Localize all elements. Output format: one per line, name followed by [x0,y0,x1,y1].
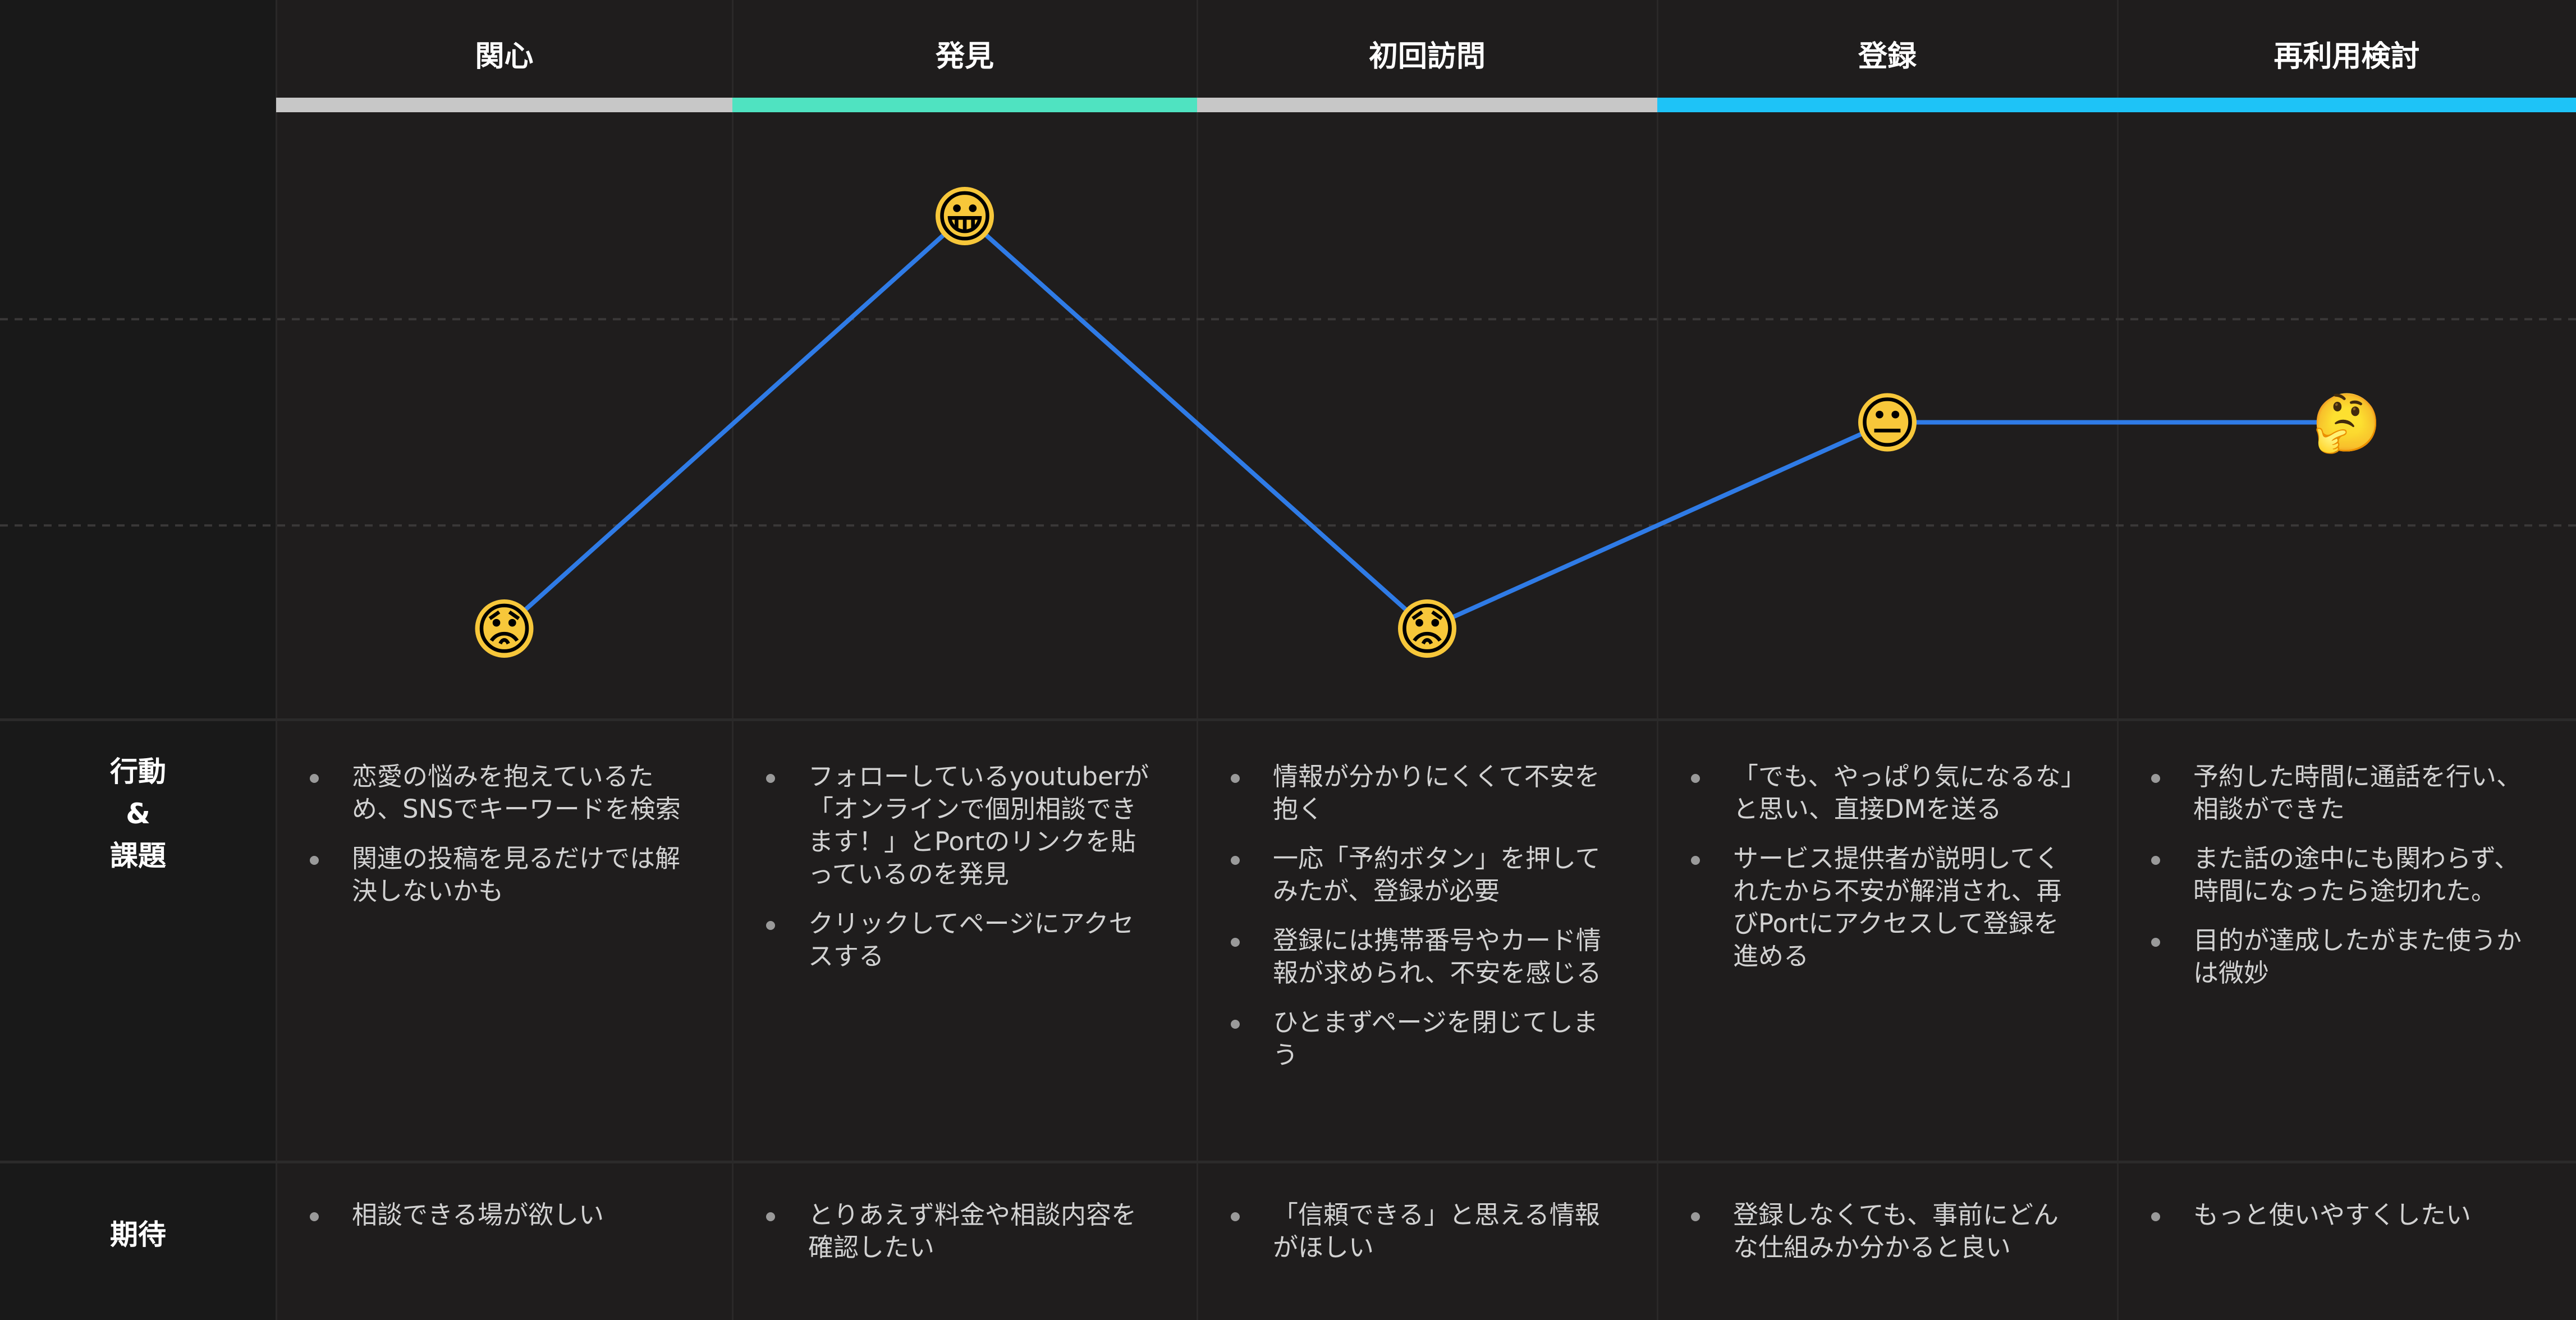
stage-title-4: 再利用検討 [2274,39,2420,74]
actions-cell-4: 予約した時間に通話を行い、相談ができた また話の途中にも関わらず、時間になったら途… [2151,760,2537,1006]
emotion-line-segment [1425,420,1890,631]
stage-bar-0 [276,98,732,112]
list-item: 目的が達成したがまた使うかは微妙 [2151,924,2537,989]
column-divider [276,0,277,1320]
thinking-face-icon-disc [2317,393,2376,452]
list-item: 情報が分かりにくくて不安を抱く [1231,760,1618,826]
column-divider [1657,0,1658,1320]
list-item: もっと使いやすくしたい [2151,1199,2537,1231]
expectations-list: 登録しなくても、事前にどんな仕組みか分かると良い [1691,1199,2078,1264]
row-label-column [0,0,276,1320]
actions-cell-1: フォローしているyoutuberが「オンラインで個別相談できます！」とPortの… [766,760,1158,989]
expectation-cell-2: 「信頼できる」と思える情報がほしい [1231,1199,1618,1281]
row-divider-expectations [0,1161,2576,1163]
worried-face-icon: 😟 [1398,597,1456,662]
actions-cell-2: 情報が分かりにくくて不安を抱く 一応「予約ボタン」を押してみたが、登録が必要 登録に… [1231,760,1618,1088]
stage-bar-4 [2117,98,2576,112]
list-item: 登録しなくても、事前にどんな仕組みか分かると良い [1691,1199,2078,1264]
emotion-line-segment [502,214,967,631]
actions-list: フォローしているyoutuberが「オンラインで個別相談できます！」とPortの… [766,760,1158,973]
actions-list: 情報が分かりにくくて不安を抱く 一応「予約ボタン」を押してみたが、登録が必要 登録に… [1231,760,1618,1071]
list-item: 相談できる場が欲しい [310,1199,693,1231]
stage-title-2: 初回訪問 [1368,39,1486,74]
list-item: 一応「予約ボタン」を押してみたが、登録が必要 [1231,842,1618,907]
stage-bar-2 [1197,98,1657,112]
emotion-curve-chart: 😟 😀 😟 😐 🤔 [0,184,2576,662]
expectations-list: 「信頼できる」と思える情報がほしい [1231,1199,1618,1264]
actions-list: 「でも、やっぱり気になるな」と思い、直接DMを送るサービス提供者が説明してくれた… [1691,760,2078,973]
grinning-face-icon-disc [936,187,994,245]
expectation-cell-0: 相談できる場が欲しい [310,1199,693,1248]
row-label-expectations: 期待 [110,1218,166,1251]
column-divider [2117,0,2119,1320]
list-item: 「信頼できる」と思える情報がほしい [1231,1199,1618,1264]
column-divider [1197,0,1198,1320]
list-item: 恋愛の悩みを抱えているため、SNSでキーワードを検索 [310,760,693,826]
expectation-cell-4: もっと使いやすくしたい [2151,1199,2537,1248]
neutral-face-icon: 😐 [1858,391,1917,456]
neutral-face-icon-disc [1858,393,1917,452]
list-item: クリックしてページにアクセスする [766,907,1158,973]
worried-face-icon-disc [475,599,534,658]
column-divider [732,0,734,1320]
list-item: また話の途中にも関わらず、時間になったら途切れた。 [2151,842,2537,907]
stage-title-0: 関心 [475,39,534,74]
expectations-list: 相談できる場が欲しい [310,1199,693,1231]
actions-cell-3: 「でも、やっぱり気になるな」と思い、直接DMを送るサービス提供者が説明してくれた… [1691,760,2078,989]
expectation-cell-1: とりあえず料金や相談内容を確認したい [766,1199,1158,1281]
list-item: 関連の投稿を見るだけでは解決しないかも [310,842,693,907]
stage-bar-3 [1657,98,2117,112]
list-item: サービス提供者が説明してくれたから不安が解消され、再びPortにアクセスして登録… [1691,842,2078,973]
list-item: フォローしているyoutuberが「オンラインで個別相談できます！」とPortの… [766,760,1158,891]
actions-list: 予約した時間に通話を行い、相談ができた また話の途中にも関わらず、時間になったら途… [2151,760,2537,989]
expectation-cell-3: 登録しなくても、事前にどんな仕組みか分かると良い [1691,1199,2078,1281]
stage-title-1: 発見 [935,39,994,74]
grinning-face-icon: 😀 [936,184,994,250]
thinking-face-icon: 🤔 [2312,391,2382,456]
expectations-list: もっと使いやすくしたい [2151,1199,2537,1231]
worried-face-icon: 😟 [475,597,533,662]
stage-title-3: 登録 [1858,39,1917,74]
list-item: 「でも、やっぱり気になるな」と思い、直接DMを送る [1691,760,2078,826]
expectations-list: とりあえず料金や相談内容を確認したい [766,1199,1158,1264]
list-item: とりあえず料金や相談内容を確認したい [766,1199,1158,1264]
actions-list: 恋愛の悩みを抱えているため、SNSでキーワードを検索 関連の投稿を見るだけでは解決… [310,760,693,907]
row-label-actions: 行動 & 課題 [110,755,166,872]
list-item: 登録には携帯番号やカード情報が求められ、不安を感じる [1231,924,1618,989]
stage-bar-1 [732,98,1197,112]
row-divider-actions [0,718,2576,721]
worried-face-icon-disc [1398,599,1456,658]
list-item: 予約した時間に通話を行い、相談ができた [2151,760,2537,826]
emotion-line-segment [962,214,1429,631]
actions-cell-0: 恋愛の悩みを抱えているため、SNSでキーワードを検索 関連の投稿を見るだけでは解決… [310,760,693,924]
list-item: ひとまずページを閉じてしまう [1231,1006,1618,1071]
